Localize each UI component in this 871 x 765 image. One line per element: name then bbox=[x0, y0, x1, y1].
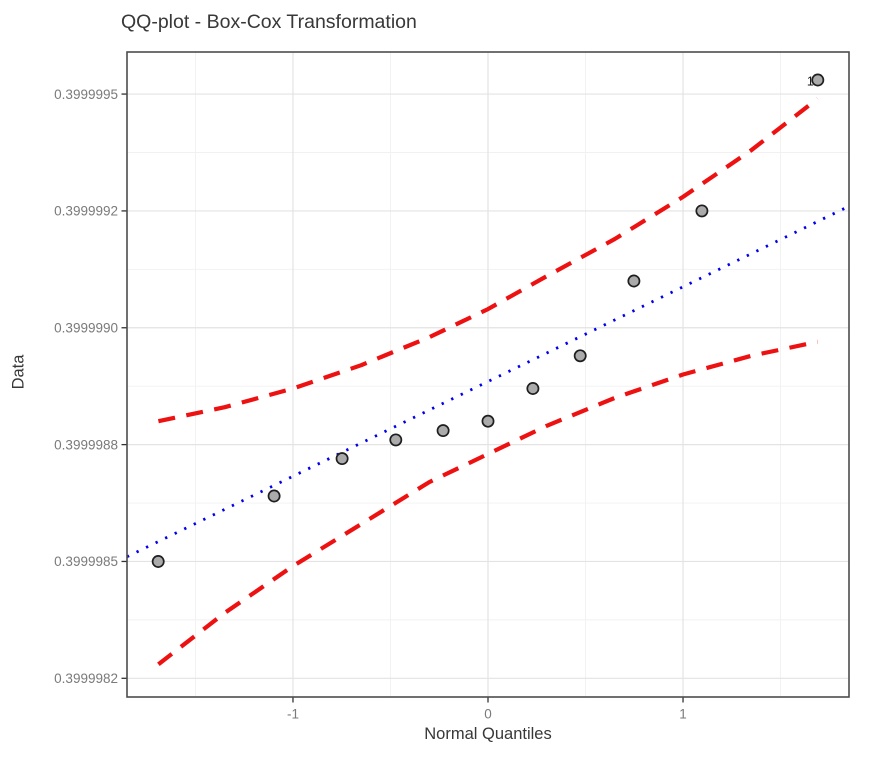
x-tick-label: 0 bbox=[484, 707, 492, 722]
y-tick-label: 0.3999988 bbox=[54, 437, 118, 452]
data-point bbox=[436, 424, 450, 438]
y-tick-label: 0.3999982 bbox=[54, 671, 118, 686]
y-tick-label: 0.3999992 bbox=[54, 204, 118, 219]
data-point bbox=[389, 433, 403, 447]
x-axis-title: Normal Quantiles bbox=[424, 725, 552, 743]
data-point bbox=[695, 204, 709, 218]
y-tick-label: 0.3999995 bbox=[54, 87, 118, 102]
envelope-upper-line bbox=[157, 97, 819, 424]
data-point bbox=[811, 73, 825, 87]
panel-border bbox=[126, 51, 850, 698]
y-tick-label: 0.3999990 bbox=[54, 320, 118, 335]
data-point bbox=[627, 274, 641, 288]
data-point bbox=[573, 349, 587, 363]
x-tick-label: 1 bbox=[679, 707, 687, 722]
data-point bbox=[481, 414, 495, 428]
chart-title: QQ-plot - Box-Cox Transformation bbox=[121, 11, 417, 33]
data-point bbox=[526, 382, 540, 395]
data-point bbox=[151, 555, 165, 568]
data-point bbox=[267, 489, 281, 503]
data-point bbox=[335, 452, 349, 466]
x-tick-label: -1 bbox=[287, 707, 299, 722]
reference-line bbox=[126, 204, 850, 559]
y-tick-label: 0.3999985 bbox=[54, 554, 118, 569]
